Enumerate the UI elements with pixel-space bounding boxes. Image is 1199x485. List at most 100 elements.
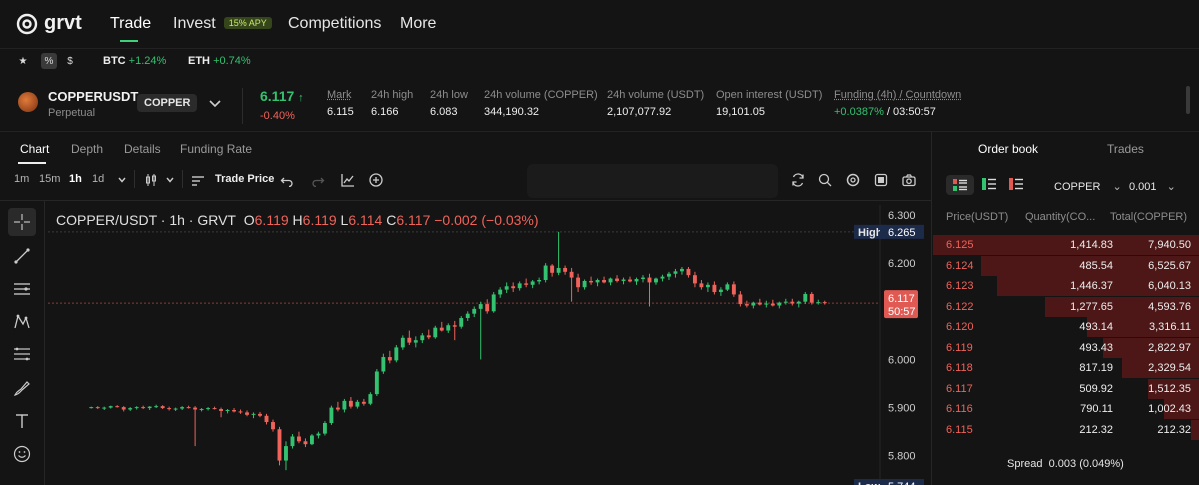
candle-body bbox=[446, 325, 451, 331]
tab-depth[interactable]: Depth bbox=[71, 142, 104, 156]
star-icon[interactable]: ★ bbox=[18, 55, 28, 67]
interval-1d[interactable]: 1d bbox=[92, 173, 105, 185]
candle-body bbox=[764, 303, 769, 305]
candle-body bbox=[277, 429, 282, 461]
candle-body bbox=[128, 408, 133, 410]
candle-body bbox=[173, 408, 178, 410]
row-quantity: 790.11 bbox=[1080, 403, 1113, 415]
ticker-eth[interactable]: ETH +0.74% bbox=[188, 55, 251, 67]
candle-body bbox=[680, 268, 684, 272]
ticker-btc[interactable]: BTC +1.24% bbox=[103, 55, 166, 67]
chevron-down-icon[interactable] bbox=[207, 95, 223, 111]
nav-invest[interactable]: Invest 15% APY bbox=[173, 15, 272, 33]
interval-15m[interactable]: 15m bbox=[39, 173, 61, 185]
percent-toggle[interactable]: % bbox=[41, 53, 57, 69]
candle-body bbox=[212, 408, 217, 410]
interval-1m[interactable]: 1m bbox=[14, 173, 30, 185]
high-marker-label: High bbox=[858, 227, 883, 239]
apy-badge: 15% APY bbox=[223, 17, 272, 29]
low-marker-value-bg bbox=[880, 479, 924, 485]
zoom-icon[interactable] bbox=[816, 171, 834, 189]
candle-body bbox=[777, 302, 782, 306]
add-icon[interactable] bbox=[367, 171, 385, 189]
tab-details[interactable]: Details bbox=[124, 142, 161, 156]
orderbook-row[interactable]: 6.119 493.43 2,822.97 bbox=[933, 337, 1199, 358]
candle-body bbox=[245, 412, 249, 415]
crosshair-icon[interactable] bbox=[8, 208, 36, 236]
nav-trade[interactable]: Trade bbox=[110, 15, 152, 32]
view-bids-icon[interactable] bbox=[982, 178, 996, 192]
candle-body bbox=[595, 280, 600, 283]
orderbook-row[interactable]: 6.117 509.92 1,512.35 bbox=[933, 378, 1199, 399]
redo-icon[interactable] bbox=[309, 171, 327, 189]
candle-body bbox=[615, 278, 619, 281]
row-total: 4,593.76 bbox=[1148, 300, 1191, 313]
y-tick-label: 6.300 bbox=[888, 210, 916, 222]
tab-trades[interactable]: Trades bbox=[1107, 142, 1144, 156]
row-total: 6,525.67 bbox=[1148, 259, 1191, 272]
orderbook-row[interactable]: 6.125 1,414.83 7,940.50 bbox=[933, 235, 1199, 255]
orderbook-row[interactable]: 6.123 1,446.37 6,040.13 bbox=[933, 276, 1199, 296]
horizontal-lines-icon[interactable] bbox=[8, 275, 36, 303]
header-scrollbar[interactable] bbox=[1186, 86, 1190, 114]
brush-icon[interactable] bbox=[8, 374, 36, 402]
stat-funding[interactable]: Funding (4h) / Countdown +0.0387% / 03:50… bbox=[834, 89, 961, 118]
orderbook-row[interactable]: 6.115 212.32 212.32 bbox=[933, 419, 1199, 440]
depth-bar bbox=[1148, 378, 1199, 399]
candles-icon[interactable] bbox=[142, 171, 160, 189]
fullscreen-icon[interactable] bbox=[872, 171, 890, 189]
candle-body bbox=[342, 400, 347, 410]
orderbook-row[interactable]: 6.120 493.14 3,316.11 bbox=[933, 317, 1199, 337]
orderbook-row[interactable]: 6.118 817.19 2,329.54 bbox=[933, 358, 1199, 378]
orderbook-row[interactable]: 6.124 485.54 6,525.67 bbox=[933, 255, 1199, 276]
legend-o-value: 6.119 bbox=[254, 212, 289, 228]
dollar-toggle[interactable]: $ bbox=[67, 55, 73, 67]
orderbook-row[interactable]: 6.122 1,277.65 4,593.76 bbox=[933, 296, 1199, 317]
orderbook-tick-select[interactable]: 0.001 ⌄ bbox=[1129, 180, 1176, 193]
fib-tool-icon[interactable] bbox=[8, 341, 36, 369]
high-marker-label-bg bbox=[854, 224, 886, 239]
grvt-logo[interactable]: grvt bbox=[16, 12, 82, 35]
nav-competitions[interactable]: Competitions bbox=[288, 15, 382, 32]
text-tool-icon[interactable] bbox=[8, 407, 36, 435]
emoji-icon[interactable] bbox=[8, 440, 36, 468]
orderbook-row[interactable]: 6.116 790.11 1,002.43 bbox=[933, 399, 1199, 419]
candle-body bbox=[705, 284, 710, 288]
nav-active-indicator bbox=[120, 40, 138, 42]
tab-chart[interactable]: Chart bbox=[20, 142, 50, 156]
view-both-icon[interactable] bbox=[946, 175, 974, 195]
intervals-chevron-icon[interactable] bbox=[113, 171, 131, 189]
candle-body bbox=[770, 303, 775, 306]
instrument-symbol[interactable]: COPPERUSDT bbox=[48, 89, 139, 104]
refresh-icon[interactable] bbox=[789, 171, 807, 189]
trend-line-icon[interactable] bbox=[8, 242, 36, 270]
chart-type-chevron-icon[interactable] bbox=[161, 171, 179, 189]
tab-order-book[interactable]: Order book bbox=[978, 142, 1039, 156]
indicators-icon[interactable] bbox=[339, 171, 357, 189]
candle-body bbox=[530, 281, 535, 285]
legend-l-value: 6.114 bbox=[348, 212, 383, 228]
legend-title: COPPER/USDT · 1h · GRVT bbox=[56, 212, 236, 228]
settings-icon[interactable] bbox=[844, 171, 862, 189]
interval-1h[interactable]: 1h bbox=[69, 173, 82, 185]
candle-body bbox=[407, 337, 412, 343]
trade-price-button[interactable]: Trade Price bbox=[215, 173, 275, 185]
pattern-tool-icon[interactable] bbox=[8, 308, 36, 336]
row-quantity: 817.19 bbox=[1079, 362, 1113, 374]
ticker-eth-symbol: ETH bbox=[188, 55, 210, 67]
spread: Spread 0.003 (0.049%) bbox=[1007, 458, 1124, 470]
candle-body bbox=[219, 409, 224, 411]
chevron-down-icon: ⌄ bbox=[1166, 181, 1176, 193]
camera-icon[interactable] bbox=[900, 171, 918, 189]
candle-body bbox=[725, 284, 730, 290]
candle-body bbox=[387, 357, 392, 361]
asset-pill[interactable]: COPPER bbox=[137, 94, 198, 112]
tab-funding-rate[interactable]: Funding Rate bbox=[180, 142, 253, 156]
stat-24h-high: 24h high 6.166 bbox=[371, 89, 413, 118]
view-asks-icon[interactable] bbox=[1009, 178, 1023, 192]
candle-body bbox=[102, 407, 107, 409]
orderbook-asset-select[interactable]: COPPER ⌄ bbox=[1054, 180, 1122, 193]
undo-icon[interactable] bbox=[278, 171, 296, 189]
nav-more[interactable]: More bbox=[400, 15, 437, 32]
